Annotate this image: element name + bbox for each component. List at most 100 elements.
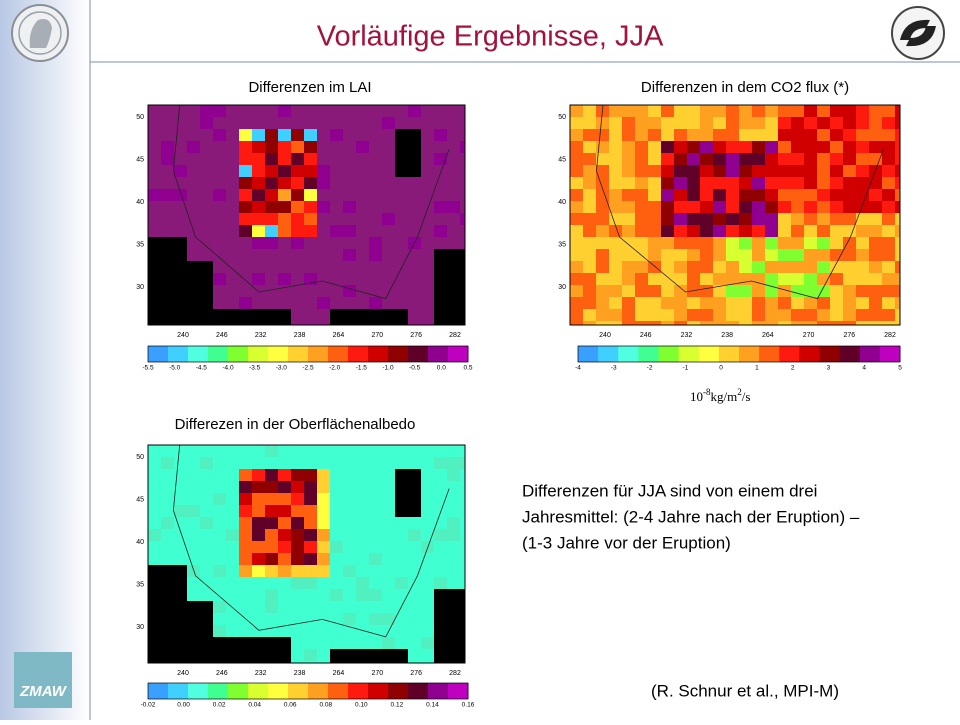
map-cell [583, 153, 596, 165]
colorbar-label: -3.5 [249, 365, 261, 372]
map-cell [330, 309, 343, 321]
map-cell [265, 445, 278, 457]
map-cell [856, 321, 869, 325]
map-cell [304, 613, 317, 625]
map-cell [187, 661, 200, 663]
map-cell [369, 225, 382, 237]
map-cell [447, 445, 460, 457]
map-cell [343, 105, 356, 117]
map-cell [343, 201, 356, 213]
map-cell [265, 153, 278, 165]
map-cell [700, 105, 713, 117]
map-cell [187, 249, 200, 261]
map-cell [291, 213, 304, 225]
colorbar-label: 0.04 [248, 702, 261, 709]
map-cell [447, 577, 460, 589]
map-cell [421, 249, 434, 261]
map-cell [434, 541, 447, 553]
map-cell [226, 225, 239, 237]
map-cell [817, 141, 830, 153]
map-cell [148, 189, 161, 201]
map-cell [382, 505, 395, 517]
map-cell [356, 105, 369, 117]
map-cell [291, 117, 304, 129]
map-cell [343, 117, 356, 129]
map-cell [648, 249, 661, 261]
map-cell [252, 457, 265, 469]
map-cell [278, 445, 291, 457]
map-cell [317, 505, 330, 517]
map-cell [369, 309, 382, 321]
map-cell [726, 297, 739, 309]
map-cell [583, 117, 596, 129]
map-cell [460, 189, 465, 201]
map-cell [687, 309, 700, 321]
map-cell [200, 457, 213, 469]
map-cell [369, 153, 382, 165]
map-cell [148, 213, 161, 225]
map-cell [213, 141, 226, 153]
map-cell [434, 297, 447, 309]
map-cell [687, 261, 700, 273]
map-cell [395, 237, 408, 249]
map-cell [382, 273, 395, 285]
map-cell [661, 105, 674, 117]
map-cell [408, 517, 421, 529]
map-cell [330, 661, 343, 663]
map-cell [869, 129, 882, 141]
map-cell [583, 177, 596, 189]
map-cell [434, 213, 447, 225]
map-cell [382, 309, 395, 321]
map-cell [343, 517, 356, 529]
lon-tick-label: 270 [803, 332, 815, 339]
colorbar-swatch [388, 346, 409, 362]
map-cell [317, 445, 330, 457]
map-cell [434, 445, 447, 457]
map-cell [395, 225, 408, 237]
map-cell [304, 493, 317, 505]
map-cell [583, 249, 596, 261]
map-cell [291, 153, 304, 165]
map-cell [239, 261, 252, 273]
map-cell [674, 237, 687, 249]
map-cell [635, 225, 648, 237]
colorbar-swatch [598, 346, 619, 362]
map-cell [596, 321, 609, 325]
map-cell [278, 637, 291, 649]
map-cell [648, 201, 661, 213]
map-cell [856, 129, 869, 141]
map-cell [674, 201, 687, 213]
map-cell [369, 261, 382, 273]
map-cell [304, 553, 317, 565]
map-cell [213, 577, 226, 589]
map-cell [648, 177, 661, 189]
map-cell [213, 625, 226, 637]
map-cell [252, 201, 265, 213]
colorbar-swatch [428, 683, 449, 699]
map-cell [739, 321, 752, 325]
map-cell [447, 601, 460, 613]
map-cell [382, 261, 395, 273]
map-cell [356, 493, 369, 505]
map-cell [369, 141, 382, 153]
map-cell [395, 249, 408, 261]
map-cell [382, 457, 395, 469]
map-cell [369, 469, 382, 481]
map-cell [187, 541, 200, 553]
map-cell [421, 457, 434, 469]
map-cell [226, 309, 239, 321]
map-cell [395, 285, 408, 297]
map-cell [239, 505, 252, 517]
map-cell [421, 213, 434, 225]
map-cell [460, 153, 465, 165]
map-cell [330, 261, 343, 273]
map-cell [356, 625, 369, 637]
map-cell [291, 225, 304, 237]
map-cell [447, 141, 460, 153]
map-cell [291, 445, 304, 457]
map-cell [408, 589, 421, 601]
map-cell [804, 309, 817, 321]
panel-title: Differenzen in dem CO2 flux (*) [641, 79, 849, 96]
map-cell [856, 225, 869, 237]
map-cell [421, 553, 434, 565]
